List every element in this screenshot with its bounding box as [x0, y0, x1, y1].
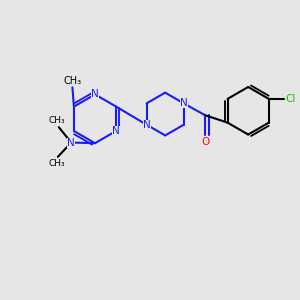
- Text: N: N: [112, 126, 120, 136]
- Text: O: O: [201, 137, 209, 147]
- Text: N: N: [143, 120, 151, 130]
- Text: Cl: Cl: [285, 94, 296, 104]
- Text: N: N: [180, 98, 188, 108]
- Text: CH₃: CH₃: [63, 76, 82, 86]
- Text: CH₃: CH₃: [48, 159, 65, 168]
- Text: N: N: [68, 138, 75, 148]
- Text: CH₃: CH₃: [49, 116, 66, 125]
- Text: N: N: [91, 89, 99, 99]
